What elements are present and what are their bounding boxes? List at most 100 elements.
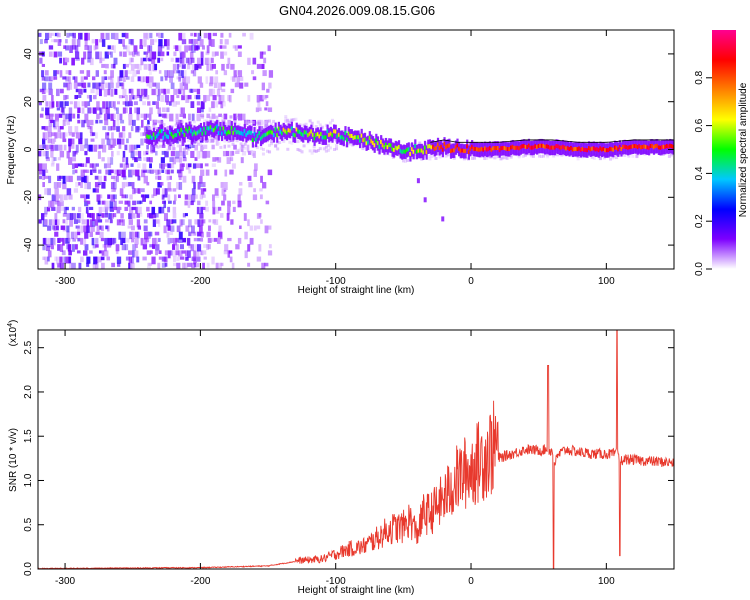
ridge-core <box>584 147 587 152</box>
spectrogram-cell <box>81 107 85 114</box>
spectrogram-cell <box>107 76 112 80</box>
spectrogram-cell <box>59 57 63 64</box>
ridge-core <box>574 146 578 151</box>
spectrogram-halo <box>491 155 495 159</box>
spectrogram-cell <box>88 144 93 152</box>
spectrogram-cell <box>114 88 118 95</box>
spectrogram-cell <box>139 45 144 49</box>
spectrogram-cell <box>91 39 95 44</box>
spectrogram-cell <box>133 95 138 100</box>
spectrogram-cell <box>144 231 149 240</box>
spectrogram-cell <box>101 39 106 47</box>
spectrogram-cell <box>251 70 255 75</box>
ridge-core <box>626 145 630 150</box>
ridge-core <box>227 130 230 135</box>
spectrogram-halo <box>531 154 535 158</box>
spectrogram-cell <box>99 107 103 115</box>
spectrogram-cell <box>222 101 226 107</box>
ridge-core <box>477 147 480 152</box>
spectrogram-cell <box>181 39 187 45</box>
spectrogram-halo <box>316 120 320 124</box>
ridge-core <box>544 144 547 149</box>
spectrogram-cell <box>238 188 243 196</box>
spectrogram-cell <box>148 262 153 266</box>
ridge-core <box>203 126 206 131</box>
spectrogram-cell <box>63 256 66 264</box>
spectrogram-cell <box>247 95 251 102</box>
spectrogram-cell <box>68 194 73 200</box>
spectrogram-cell <box>82 82 87 89</box>
ridge-core <box>402 149 406 154</box>
spectrogram-halo <box>282 139 286 143</box>
spectrogram-cell <box>166 269 170 273</box>
spectrogram-cell <box>197 231 202 237</box>
spectrogram-cell <box>257 101 261 108</box>
ridge-core <box>469 146 472 151</box>
ridge-core <box>644 144 647 149</box>
snr-panel: -300 -200 -100 0 100 0.00.51.01.52.02.5 (x10… <box>7 320 675 596</box>
spectrogram-cell <box>159 163 163 169</box>
spectrogram-cell <box>112 63 116 69</box>
colorbar-tick-label: 0.2 <box>694 214 705 228</box>
ridge-core <box>423 145 427 150</box>
spectrogram-cell <box>71 206 75 211</box>
spectrogram-cell <box>244 231 248 240</box>
spectrogram-halo <box>523 153 527 157</box>
spectrogram-cell <box>231 262 235 269</box>
spectrogram-cell <box>212 95 217 101</box>
spectrogram-cell <box>47 126 52 133</box>
spectrogram-cell <box>229 256 233 263</box>
spectrogram-cell <box>187 200 191 208</box>
spectrogram-cell <box>85 206 89 214</box>
ridge-core <box>472 146 475 151</box>
spectrogram-cell <box>252 76 257 81</box>
ridge-core <box>652 145 656 150</box>
spectrogram-cell <box>149 32 153 39</box>
ridge-core <box>272 133 276 138</box>
spectrogram-cell <box>58 182 62 186</box>
spectrogram-halo <box>205 139 209 143</box>
spectrogram-cell <box>134 231 139 238</box>
spectrogram-cell <box>75 144 79 153</box>
spectrogram-y-label: Frequency (Hz) <box>6 116 17 185</box>
ridge-core <box>248 130 251 135</box>
spectrogram-cell <box>161 144 166 148</box>
spectrogram-cell <box>115 175 120 183</box>
spectrogram-halo <box>324 123 328 127</box>
spectrogram-cell <box>247 219 250 227</box>
spectrogram-halo <box>231 123 235 127</box>
spectrogram-cell <box>124 70 128 77</box>
spectrogram-cell <box>176 225 181 233</box>
spectrogram-cell <box>98 82 102 87</box>
spectrogram-cell <box>169 70 175 78</box>
spectrogram-cell <box>68 144 71 153</box>
spectrogram-x-label: Height of straight line (km) <box>298 285 415 296</box>
spectrogram-cell <box>63 113 67 122</box>
spectrogram-cell <box>220 95 225 103</box>
spectrogram-cell <box>76 250 81 254</box>
spectrogram-cell <box>193 250 197 259</box>
spectrogram-cell <box>211 51 217 57</box>
spectrogram-cell <box>39 144 43 151</box>
spectrogram-cell <box>248 182 253 188</box>
spectrogram-cell <box>200 206 204 214</box>
spectrogram-cell <box>110 182 115 190</box>
spectrogram-halo <box>261 152 265 156</box>
spectrogram-cell <box>196 45 200 50</box>
spectrogram-cell <box>211 237 215 242</box>
spectrogram-cell <box>196 107 201 113</box>
spectrogram-cell <box>267 45 271 52</box>
spectrogram-halo <box>243 146 247 150</box>
spectrogram-halo <box>184 135 188 139</box>
spectrogram-cell <box>68 76 72 84</box>
spectrogram-cell <box>157 175 162 180</box>
spectrogram-cell <box>41 126 46 130</box>
spectrogram-cell <box>96 101 100 109</box>
spectrogram-halo <box>335 144 339 148</box>
ridge-core <box>365 141 368 146</box>
spectrogram-halo <box>546 153 550 157</box>
ridge-core <box>596 147 599 152</box>
spectrogram-cell <box>95 88 99 96</box>
spectrogram-cell <box>50 163 55 167</box>
spectrogram-cell <box>176 95 180 99</box>
